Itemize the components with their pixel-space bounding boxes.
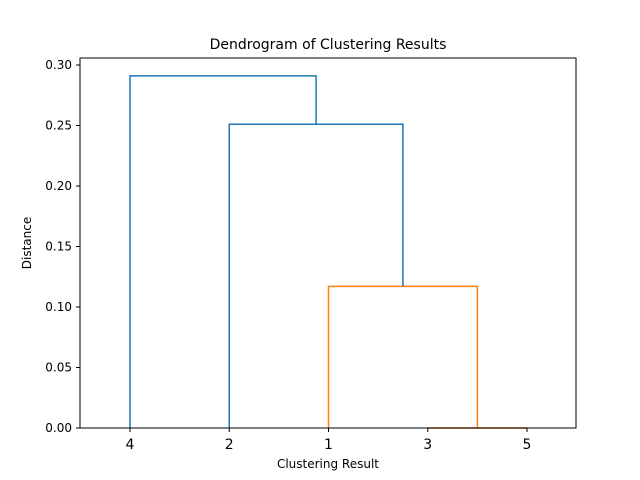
y-tick-label: 0.30: [45, 58, 72, 72]
chart-title: Dendrogram of Clustering Results: [210, 37, 447, 53]
x-tick-label: 2: [225, 437, 234, 453]
y-tick-label: 0.10: [45, 300, 72, 314]
x-tick-label: 1: [324, 437, 333, 453]
dendrogram-link: [327, 285, 479, 428]
dendrogram-link: [129, 75, 317, 428]
x-tick-label: 5: [523, 437, 532, 453]
dendrogram-link: [228, 123, 404, 428]
y-tick-label: 0.05: [45, 361, 72, 375]
y-tick-label: 0.25: [45, 119, 72, 133]
x-tick-label: 4: [126, 437, 135, 453]
y-axis-ticks: 0.00 0.05 0.10 0.15 0.20 0.25 0.30: [45, 58, 80, 435]
dendrogram-links: [129, 75, 527, 429]
x-tick-label: 3: [423, 437, 432, 453]
x-axis-label: Clustering Result: [277, 457, 379, 471]
y-axis-label: Distance: [20, 217, 34, 269]
y-tick-label: 0.15: [45, 240, 72, 254]
y-tick-label: 0.20: [45, 179, 72, 193]
y-tick-label: 0.00: [45, 421, 72, 435]
x-axis-ticks: 4 2 1 3 5: [126, 428, 532, 453]
